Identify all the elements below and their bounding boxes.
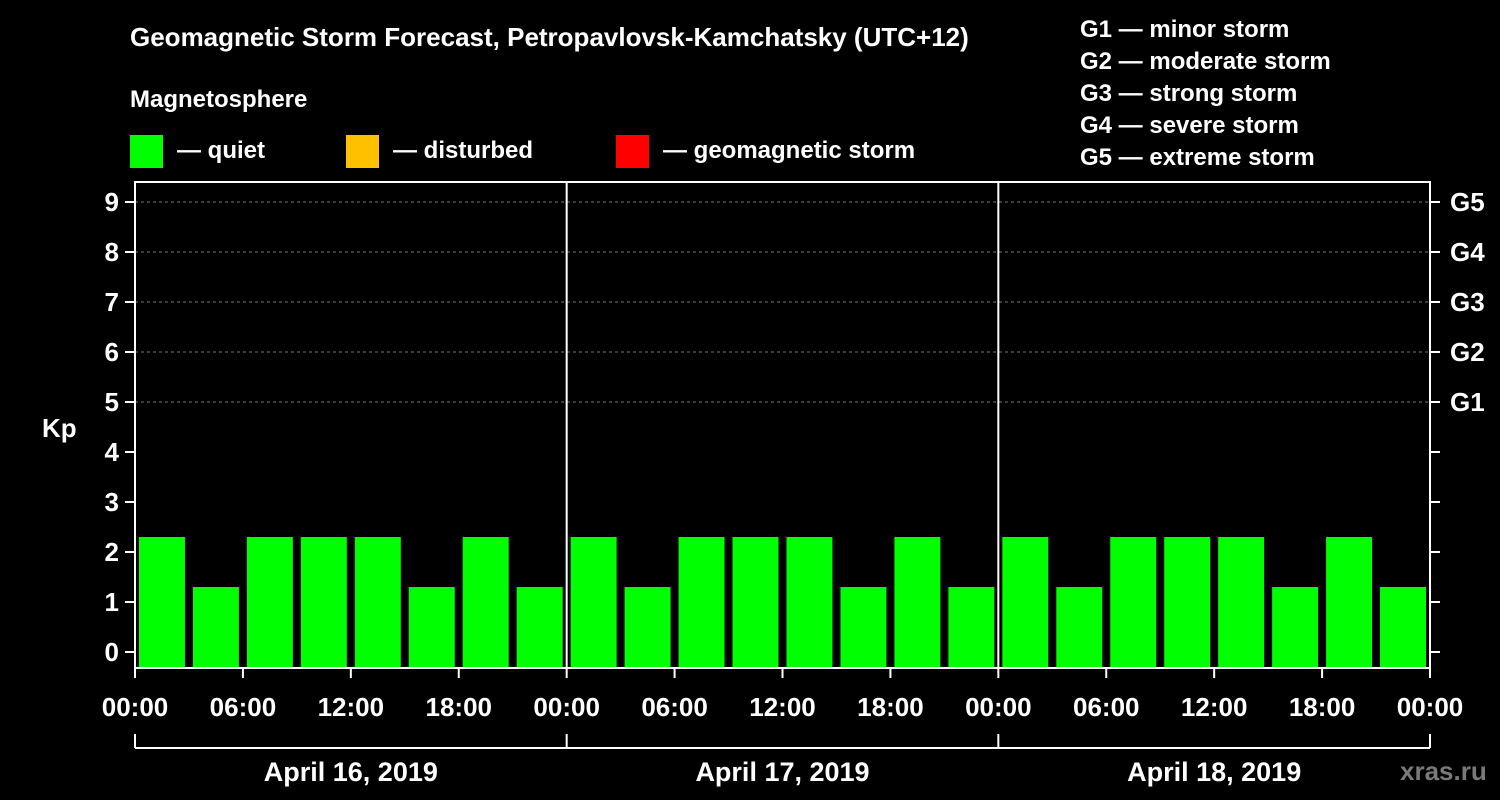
g-level-label-g4: G4 bbox=[1450, 237, 1485, 267]
y-tick-label-2: 2 bbox=[105, 537, 119, 567]
y-tick-label-7: 7 bbox=[105, 287, 119, 317]
bar-15 bbox=[948, 587, 995, 668]
bar-2 bbox=[246, 537, 293, 668]
bar-1 bbox=[192, 587, 239, 668]
y-axis-label: Kp bbox=[42, 413, 77, 443]
bar-5 bbox=[408, 587, 455, 668]
g-scale-legend: G1 — minor storm G2 — moderate storm G3 … bbox=[1080, 14, 1331, 174]
legend-swatch-disturbed bbox=[346, 134, 379, 168]
x-tick-label-3: 18:00 bbox=[426, 692, 493, 722]
legend-label-disturbed: — disturbed bbox=[393, 137, 534, 164]
y-tick-label-0: 0 bbox=[105, 637, 119, 667]
y-tick-label-3: 3 bbox=[105, 487, 119, 517]
x-tick-label-5: 06:00 bbox=[641, 692, 708, 722]
day-label-0: April 16, 2019 bbox=[264, 757, 438, 787]
chart-title: Geomagnetic Storm Forecast, Petropavlovs… bbox=[130, 22, 969, 52]
g-legend-g4: G4 — severe storm bbox=[1080, 112, 1299, 139]
legend-label-quiet: — quiet bbox=[177, 137, 265, 164]
bar-23 bbox=[1380, 587, 1426, 668]
legend-item-disturbed: — disturbed bbox=[346, 134, 533, 168]
bar-21 bbox=[1272, 587, 1319, 668]
x-tick-label-9: 06:00 bbox=[1073, 692, 1140, 722]
x-tick-label-8: 00:00 bbox=[965, 692, 1032, 722]
x-tick-label-0: 00:00 bbox=[102, 692, 169, 722]
bar-20 bbox=[1218, 537, 1265, 668]
bar-8 bbox=[570, 537, 617, 668]
x-tick-label-12: 00:00 bbox=[1397, 692, 1464, 722]
bar-0 bbox=[139, 537, 185, 668]
x-tick-label-10: 12:00 bbox=[1181, 692, 1248, 722]
y-tick-label-4: 4 bbox=[105, 437, 120, 467]
bar-22 bbox=[1326, 537, 1373, 668]
bar-17 bbox=[1056, 587, 1103, 668]
legend-label-storm: — geomagnetic storm bbox=[663, 137, 916, 164]
bar-13 bbox=[840, 587, 887, 668]
bar-18 bbox=[1110, 537, 1157, 668]
bar-6 bbox=[462, 537, 509, 668]
legend-swatch-storm bbox=[616, 134, 649, 168]
bar-16 bbox=[1002, 537, 1049, 668]
y-tick-label-8: 8 bbox=[105, 237, 119, 267]
bar-4 bbox=[354, 537, 401, 668]
y-tick-label-5: 5 bbox=[105, 387, 119, 417]
bar-10 bbox=[678, 537, 725, 668]
bar-9 bbox=[624, 587, 671, 668]
legend-item-quiet: — quiet bbox=[130, 134, 265, 168]
x-tick-label-7: 18:00 bbox=[857, 692, 924, 722]
bar-19 bbox=[1164, 537, 1211, 668]
g-level-label-g1: G1 bbox=[1450, 387, 1485, 417]
bar-14 bbox=[894, 537, 941, 668]
g-legend-g3: G3 — strong storm bbox=[1080, 80, 1298, 107]
g-legend-g5: G5 — extreme storm bbox=[1080, 144, 1315, 171]
y-tick-label-9: 9 bbox=[105, 187, 119, 217]
g-level-label-g3: G3 bbox=[1450, 287, 1485, 317]
x-tick-label-4: 00:00 bbox=[533, 692, 600, 722]
y-tick-label-1: 1 bbox=[105, 587, 119, 617]
g-level-label-g5: G5 bbox=[1450, 187, 1485, 217]
day-label-1: April 17, 2019 bbox=[695, 757, 869, 787]
magnetosphere-legend-title: Magnetosphere bbox=[130, 86, 308, 113]
legend-item-storm: — geomagnetic storm bbox=[616, 134, 915, 168]
g-legend-g1: G1 — minor storm bbox=[1080, 16, 1290, 43]
bar-11 bbox=[732, 537, 779, 668]
g-level-label-g2: G2 bbox=[1450, 337, 1485, 367]
bar-3 bbox=[300, 537, 347, 668]
bar-7 bbox=[516, 587, 563, 668]
g-legend-g2: G2 — moderate storm bbox=[1080, 48, 1331, 75]
day-label-2: April 18, 2019 bbox=[1127, 757, 1301, 787]
x-tick-label-6: 12:00 bbox=[749, 692, 816, 722]
bar-12 bbox=[786, 537, 833, 668]
x-tick-label-2: 12:00 bbox=[318, 692, 385, 722]
x-tick-label-1: 06:00 bbox=[210, 692, 277, 722]
watermark: xras.ru bbox=[1400, 756, 1487, 786]
y-tick-label-6: 6 bbox=[105, 337, 119, 367]
x-tick-label-11: 18:00 bbox=[1289, 692, 1356, 722]
legend-swatch-quiet bbox=[130, 134, 163, 168]
